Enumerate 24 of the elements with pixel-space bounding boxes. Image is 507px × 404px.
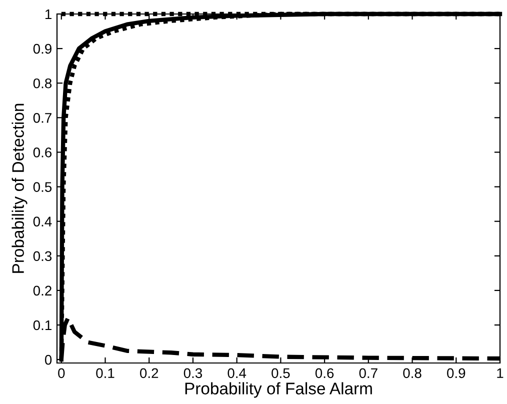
x-axis-title: Probability of False Alarm	[185, 382, 372, 398]
y-tick-label: 0	[44, 354, 52, 365]
y-axis-title: Probability of Detection	[12, 104, 28, 273]
y-tick-label: 0.9	[33, 44, 52, 54]
x-tick-label: 1	[497, 368, 504, 378]
x-tick-label: 0.4	[228, 368, 246, 378]
y-tick-label: 0.1	[33, 320, 52, 330]
x-tick-label: 0.5	[272, 368, 290, 378]
y-tick-label: 0.5	[33, 182, 52, 192]
y-tick-label: 0.4	[33, 216, 52, 226]
x-tick-label: 0.9	[447, 368, 466, 378]
y-tick-label: 1	[45, 9, 52, 20]
y-tick-label: 0.7	[33, 113, 52, 123]
x-tick-label: 0.2	[140, 368, 158, 378]
x-tick-label: 0.7	[359, 368, 378, 378]
x-tick-label: 0.1	[96, 368, 114, 378]
x-tick-label: 0	[58, 368, 65, 378]
y-tick-label: 0.3	[33, 251, 52, 262]
x-tick-label: 0.3	[184, 368, 202, 378]
y-tick-label: 0.8	[33, 78, 52, 88]
y-tick-label: 0.2	[33, 286, 52, 296]
x-tick-label: 0.6	[315, 368, 334, 378]
x-tick-label: 0.8	[403, 368, 422, 378]
y-tick-label: 0.6	[33, 148, 52, 158]
